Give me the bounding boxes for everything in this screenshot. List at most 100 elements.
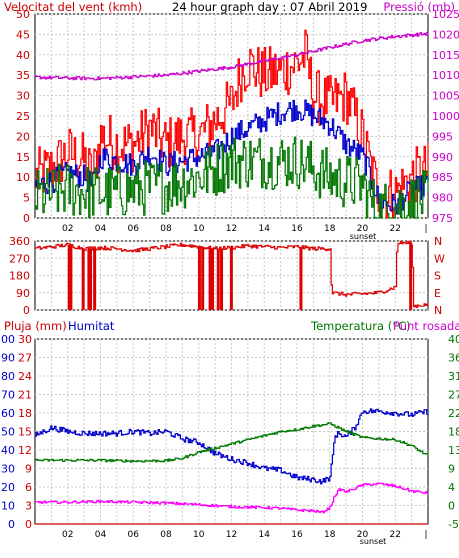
direction-spike [197,246,201,310]
y-tick-label: 60 [1,407,15,420]
y-tick-label: 0 [23,304,30,317]
series-gust-line [35,29,429,219]
x-tick-label: 20 [357,224,369,234]
y-tick-label: 180 [9,270,30,283]
x-tick-label: 16 [291,224,303,234]
x-tick-label: 08 [160,224,172,234]
y-tick-label: 12 [18,444,32,457]
y-tick-label: 360 [9,235,30,248]
series-temperature-line [35,422,429,463]
y-tick-label: 985 [432,171,453,184]
y-tick-label: 1015 [432,49,459,62]
y-tick-label: -5 [448,518,459,531]
x-tick-label: 06 [128,530,140,540]
y-tick-label: 20 [1,481,15,494]
x-tick-label: | [424,224,427,234]
direction-spike [229,247,233,310]
y-tick-label: 9 [448,463,455,476]
y-tick-label: 3 [25,500,32,513]
y-tick-label: 10 [16,171,30,184]
y-tick-label: 0 [25,518,32,531]
x-tick-label: 18 [324,530,336,540]
y-tick-label: 4 [448,481,455,494]
y-tick-label: 40 [16,49,30,62]
y-tick-label: 27 [18,352,32,365]
y-tick-label: 80 [1,370,15,383]
y-tick-label: 50 [1,426,15,439]
pressure-axis-title: Pressió (mb) [383,0,455,14]
climate-panel: 0102030405060708090100 03691215182124273… [0,319,459,546]
series-dewpoint-line [35,482,429,514]
y-tick-label: 990 [432,151,453,164]
y-tick-label: N [434,235,442,248]
y-tick-label: 0 [448,500,455,513]
pressure-y-ticks: 975 980 985 990 995 1000 1005 1010 1015 1020 1025 [432,8,459,225]
y-tick-label: 9 [25,463,32,476]
x-tick-label: 18 [324,224,336,234]
x-tick-label: 14 [259,530,271,540]
direction-spike [211,248,215,310]
y-tick-label: 100 [0,333,15,346]
x-tick-label: | [424,530,427,540]
series-humidity-line [35,408,429,485]
direction-spike [69,245,73,310]
y-tick-label: 90 [16,287,30,300]
x-tick-label: 02 [62,224,73,234]
x-tick-label: 10 [193,530,205,540]
x-tick-label: 16 [291,530,303,540]
y-tick-label: 30 [18,333,32,346]
y-tick-label: 25 [16,110,30,123]
x-tick-label: 12 [226,224,237,234]
y-tick-label: 40 [1,444,15,457]
direction-spike [89,248,93,310]
x-tick-label: 14 [259,224,271,234]
sunset-label-top: sunset [350,232,377,241]
x-tick-label: 04 [95,530,107,540]
dewpoint-axis-title: Punt rosada [393,319,459,333]
y-tick-label: 30 [1,463,15,476]
y-tick-label: 35 [16,69,30,82]
y-tick-label: 30 [16,90,30,103]
y-tick-label: 0 [8,518,15,531]
direction-spike [216,248,220,310]
y-tick-label: 13 [448,444,459,457]
y-tick-label: 1000 [432,110,459,123]
direction-spike [81,248,85,310]
direction-spike [299,247,303,310]
y-tick-label: 1005 [432,90,459,103]
rain-axis-title: Pluja (mm) [4,319,67,333]
direction-spike [87,248,91,310]
direction-spike [93,248,97,310]
direction-spike [201,247,205,310]
x-tick-label: 12 [226,530,237,540]
y-tick-label: W [434,252,445,265]
y-tick-label: 980 [432,192,453,205]
direction-spike [220,248,224,310]
y-tick-label: 15 [18,426,32,439]
humidity-axis-title: Humitat [68,319,115,333]
x-tick-label: 02 [62,530,73,540]
sunset-label-bottom: sunset [360,537,387,546]
y-tick-label: 995 [432,130,453,143]
temperature-axis-title: Temperatura (°C) [310,319,410,333]
y-tick-label: 27 [448,389,459,402]
y-tick-label: 1020 [432,28,459,41]
direction-spike [67,244,71,310]
y-tick-label: 1025 [432,8,459,21]
wind-series [35,29,429,219]
series-minimum-line [35,136,429,219]
y-tick-label: E [434,287,441,300]
y-tick-label: 40 [448,333,459,346]
rain-y-ticks: 0 3 6 9 12 15 18 21 24 27 30 [18,333,32,531]
y-tick-label: 10 [1,500,15,513]
y-tick-label: 0 [23,212,30,225]
y-tick-label: 90 [1,352,15,365]
graph-title: 24 hour graph day : 07 Abril 2019 [172,0,367,14]
x-tick-label: 10 [193,224,205,234]
y-tick-label: 18 [448,426,459,439]
